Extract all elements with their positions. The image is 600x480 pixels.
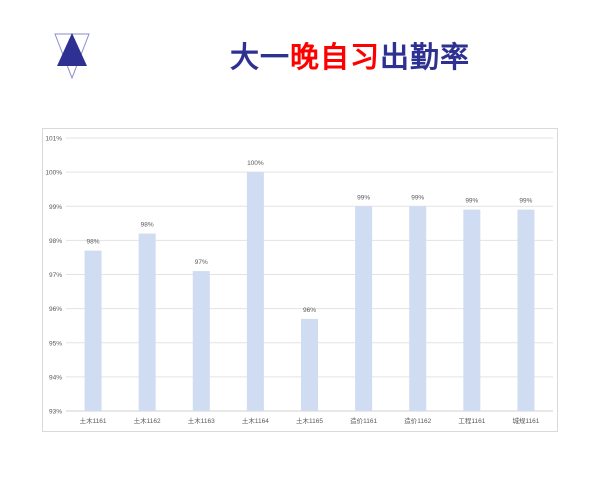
y-tick-label: 99% xyxy=(49,204,62,211)
bar xyxy=(463,209,481,411)
y-tick-label: 94% xyxy=(49,374,62,381)
x-tick-label: 造价1162 xyxy=(404,416,431,425)
y-tick-label: 93% xyxy=(49,409,62,416)
title-part: 大一 xyxy=(230,40,291,74)
bar xyxy=(409,206,427,411)
data-label: 98% xyxy=(141,222,154,229)
y-tick-label: 101% xyxy=(45,136,62,143)
x-tick-label: 土木1161 xyxy=(80,416,107,425)
bar-chart: 93% 94% 95% 96% 97% 98% 99% 100% 101% 98% 土木1161 98… xyxy=(45,136,553,425)
x-tick-label: 土木1162 xyxy=(134,416,161,425)
title-part: 出勤率 xyxy=(380,40,471,74)
data-label: 98% xyxy=(87,239,100,246)
x-tick-label: 土木1163 xyxy=(188,416,215,425)
x-tick-label: 城规1161 xyxy=(512,416,539,425)
bar xyxy=(84,250,102,411)
y-tick-label: 100% xyxy=(45,170,62,177)
bar xyxy=(355,206,373,411)
bar xyxy=(301,318,318,411)
x-tick-label: 土木1164 xyxy=(242,416,269,425)
y-tick-label: 96% xyxy=(49,306,62,313)
slide-title: 大一晚自习出勤率 xyxy=(230,34,470,76)
x-tick-label: 土木1165 xyxy=(296,416,323,425)
title-part: 晚自习 xyxy=(290,40,381,74)
data-label: 99% xyxy=(411,194,424,201)
y-tick-label: 98% xyxy=(49,238,62,245)
y-tick-label: 97% xyxy=(49,272,62,279)
bar xyxy=(192,271,210,411)
data-label: 96% xyxy=(303,307,316,314)
data-label: 99% xyxy=(465,198,478,205)
data-label: 100% xyxy=(247,160,264,167)
data-label: 97% xyxy=(195,259,208,266)
bar xyxy=(138,233,156,411)
y-tick-label: 95% xyxy=(49,340,62,347)
chart-area: 93% 94% 95% 96% 97% 98% 99% 100% 101% 98% 土木1161 98… xyxy=(42,128,558,432)
x-tick-label: 工程1161 xyxy=(458,416,485,425)
bar xyxy=(246,172,264,411)
logo-triangle-icon xyxy=(52,30,92,87)
bar xyxy=(517,209,535,411)
x-tick-label: 造价1161 xyxy=(350,416,377,425)
data-label: 99% xyxy=(519,198,532,205)
data-label: 99% xyxy=(357,194,370,201)
